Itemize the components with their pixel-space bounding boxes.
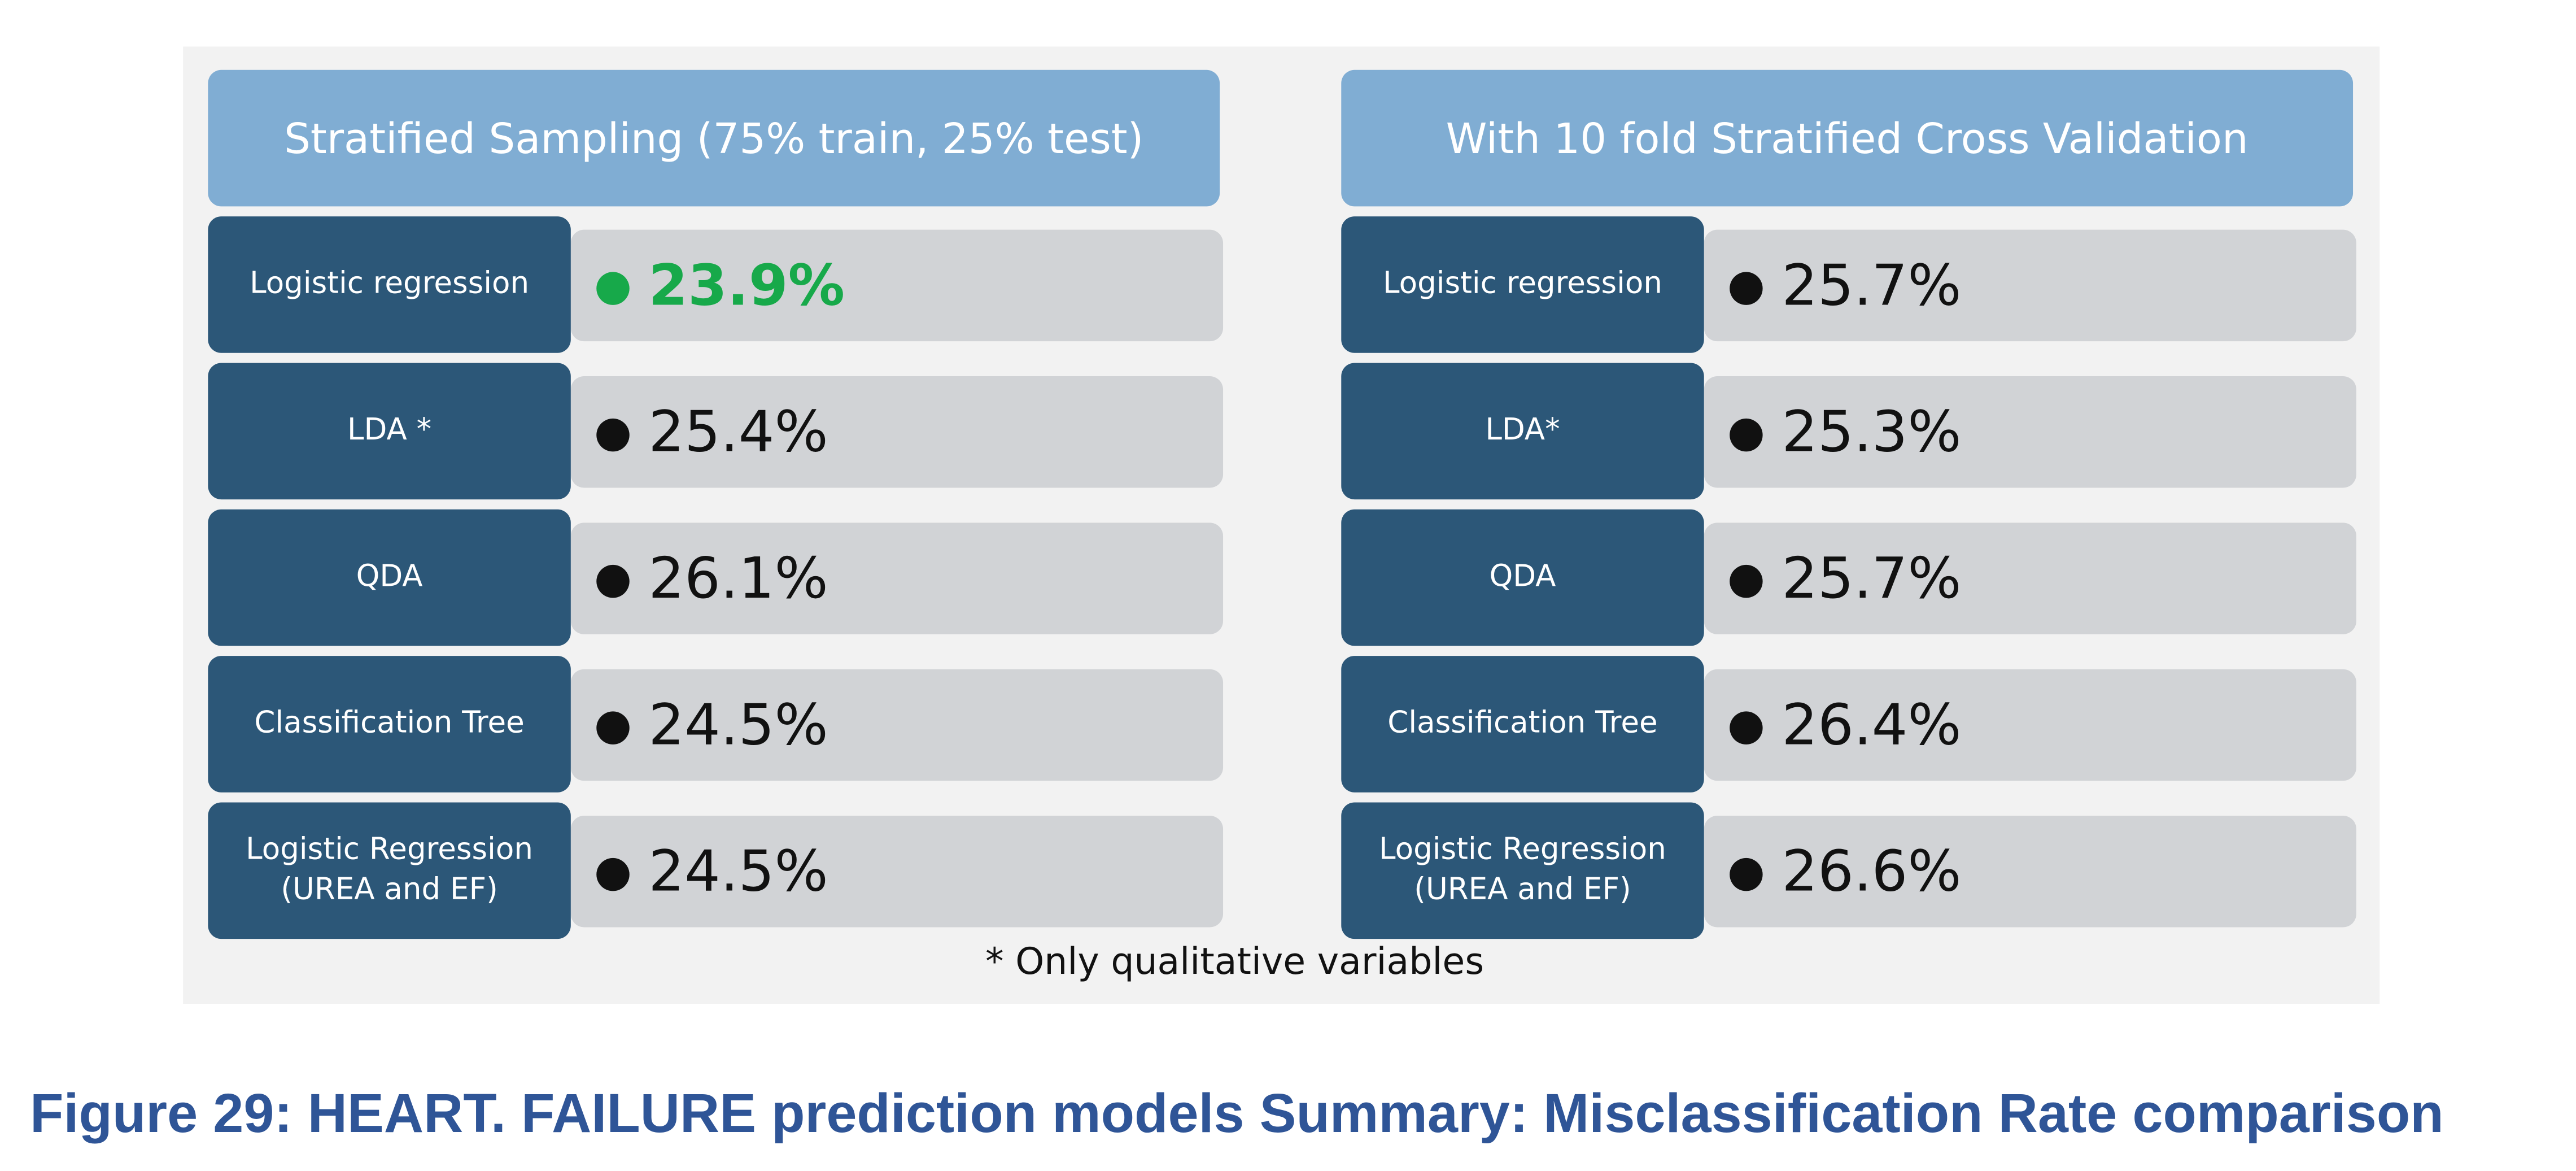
model-label: Classification Tree — [1341, 656, 1704, 793]
value-box: ● 26.4% — [1704, 669, 2356, 781]
model-label: QDA — [1341, 509, 1704, 646]
misclassification-rate: 23.9% — [648, 252, 845, 319]
footnote: * Only qualitative variables — [985, 942, 1485, 984]
value-box: ● 25.4% — [570, 376, 1224, 488]
value-box: ● 25.7% — [1704, 229, 2356, 342]
bullet: ● — [1727, 700, 1765, 750]
panel-title: With 10 fold Stratified Cross Validation — [1341, 69, 2354, 207]
bullet: ● — [594, 407, 632, 457]
value-box: ● 26.6% — [1704, 816, 2356, 928]
bullet: ● — [594, 846, 632, 896]
panel-title: Stratified Sampling (75% train, 25% test… — [208, 69, 1220, 207]
misclassification-rate: 24.5% — [648, 691, 828, 759]
model-label: QDA — [208, 509, 571, 646]
misclassification-rate: 25.7% — [1782, 545, 1962, 612]
value-box: ● 26.1% — [570, 523, 1224, 634]
misclassification-rate: 26.1% — [648, 545, 828, 612]
misclassification-rate: 25.7% — [1782, 252, 1962, 319]
value-box: ● 24.5% — [570, 669, 1224, 781]
value-box: ● 25.3% — [1704, 376, 2356, 488]
value-box: ● 25.7% — [1704, 523, 2356, 634]
model-label: Classification Tree — [208, 656, 571, 793]
misclassification-rate: 24.5% — [648, 838, 828, 905]
bullet: ● — [1727, 846, 1765, 896]
model-label: LDA * — [208, 363, 571, 500]
misclassification-rate: 25.3% — [1782, 398, 1962, 465]
misclassification-rate: 25.4% — [648, 398, 828, 465]
value-box: ● 23.9% — [570, 229, 1224, 342]
bullet: ● — [1727, 260, 1765, 311]
misclassification-rate: 26.6% — [1782, 838, 1962, 905]
model-label: Logistic Regression (UREA and EF) — [1341, 802, 1704, 939]
model-label: LDA* — [1341, 363, 1704, 500]
model-label: Logistic Regression (UREA and EF) — [208, 802, 571, 939]
caption: Figure 29: HEART. FAILURE prediction mod… — [30, 1082, 2444, 1144]
bullet: ● — [1727, 553, 1765, 604]
misclassification-rate: 26.4% — [1782, 691, 1962, 759]
bullet: ● — [594, 553, 632, 604]
model-label: Logistic regression — [208, 216, 571, 353]
bullet: ● — [594, 260, 632, 311]
bullet: ● — [594, 700, 632, 750]
value-box: ● 24.5% — [570, 816, 1224, 928]
model-label: Logistic regression — [1341, 216, 1704, 353]
bullet: ● — [1727, 407, 1765, 457]
